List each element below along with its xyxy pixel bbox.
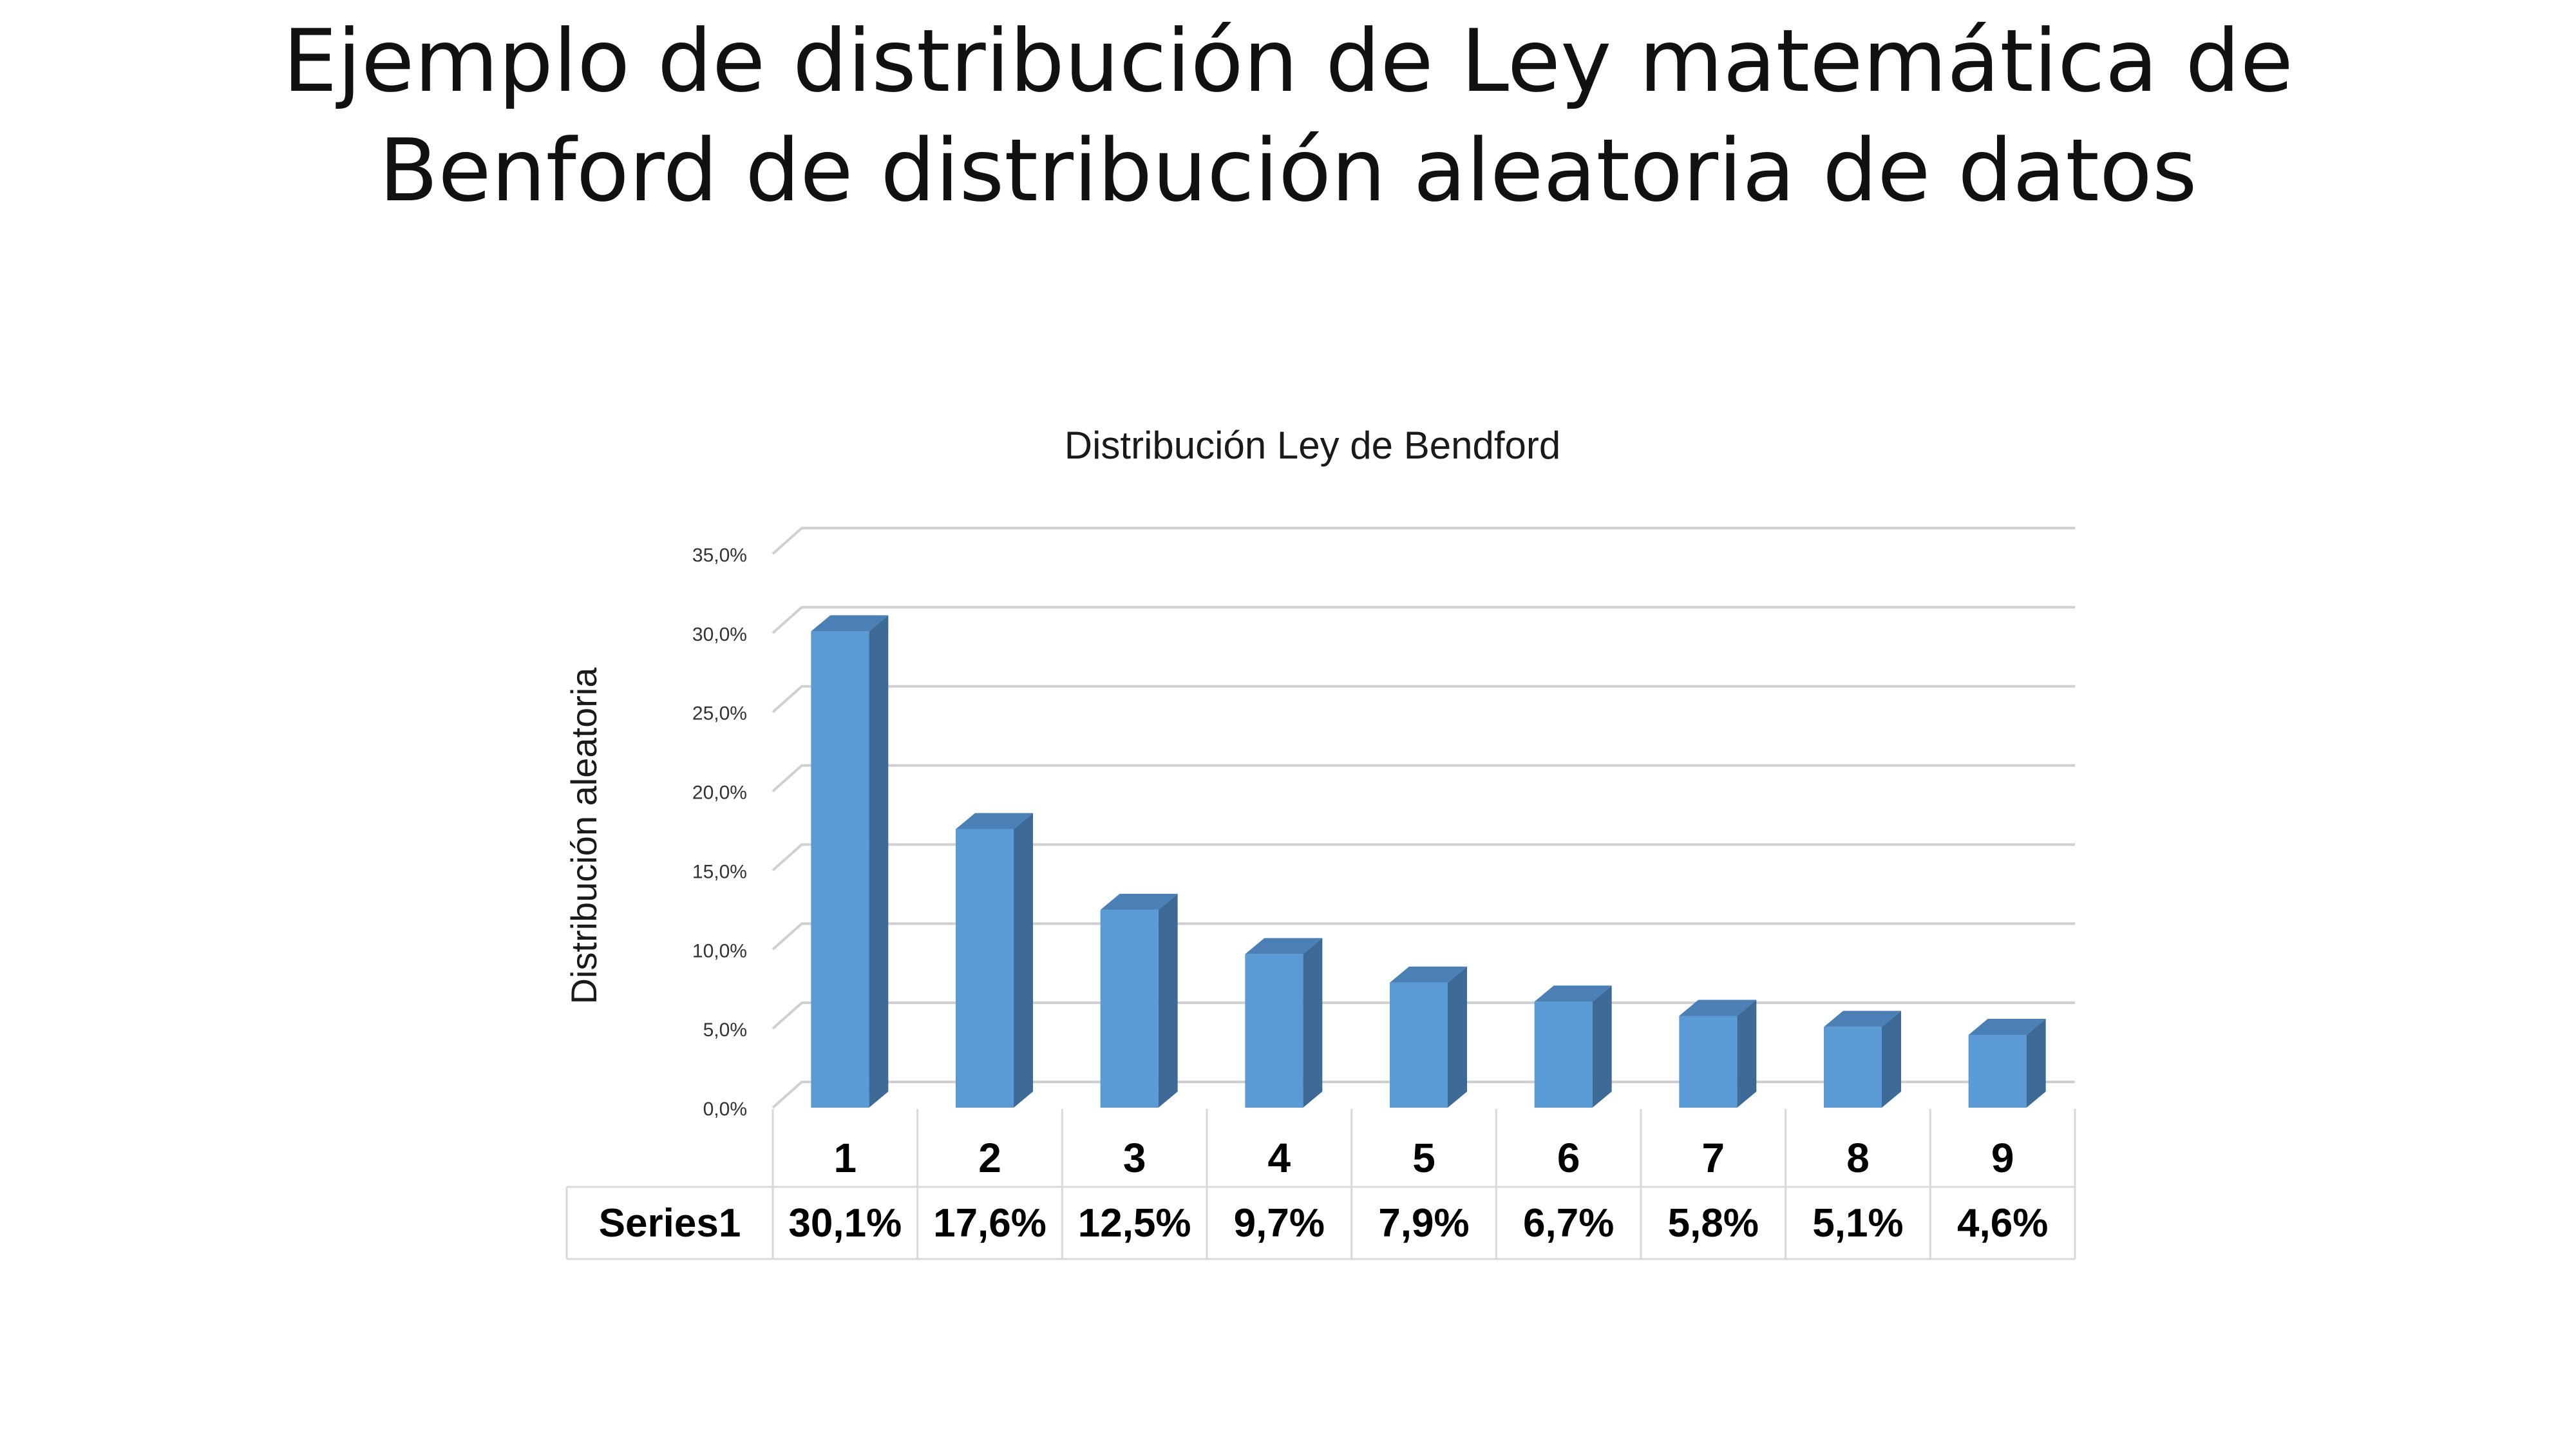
bar-front [1245, 954, 1303, 1108]
bar [956, 813, 1033, 1108]
bar-side [2026, 1018, 2046, 1108]
y-tick-label: 10,0% [692, 940, 747, 961]
y-tick-label: 25,0% [692, 703, 747, 724]
y-tick-label: 30,0% [692, 624, 747, 645]
bar-front [1390, 982, 1448, 1108]
bar-side [1882, 1010, 1901, 1108]
bar [1968, 1018, 2046, 1108]
bar-front [1968, 1034, 2027, 1108]
y-tick-label: 20,0% [692, 782, 747, 804]
x-tick-label: 3 [1123, 1135, 1146, 1181]
bar-front [956, 829, 1014, 1108]
y-axis-label: Distribución aleatoria [564, 667, 604, 1005]
gridline [772, 764, 2075, 793]
gridline [772, 1001, 2075, 1030]
bar-side [1014, 813, 1033, 1108]
bar-front [811, 631, 869, 1108]
x-tick-label: 5 [1412, 1135, 1435, 1181]
bars [811, 615, 2046, 1108]
bar-top [1534, 985, 1612, 1002]
gridline [772, 527, 2075, 555]
bar-side [1158, 893, 1178, 1108]
bar-front [1824, 1027, 1882, 1108]
series-name: Series1 [599, 1201, 741, 1245]
data-label: 17,6% [933, 1201, 1046, 1245]
bar-top [1390, 966, 1467, 983]
bar [1824, 1010, 1901, 1108]
bar [811, 615, 889, 1108]
bar-side [869, 615, 889, 1108]
bar-top [1679, 999, 1757, 1016]
slide-title-line-2: Benford de distribución aleatoria de dat… [379, 120, 2197, 222]
bar [1245, 938, 1323, 1108]
x-tick-label: 6 [1557, 1135, 1580, 1181]
bar-front [1679, 1016, 1738, 1108]
data-label: 9,7% [1234, 1201, 1325, 1245]
bar-top [1824, 1010, 1901, 1027]
bar [1534, 985, 1612, 1108]
slide-title-line-1: Ejemplo de distribución de Ley matemátic… [283, 11, 2293, 111]
bar-side [1592, 985, 1612, 1108]
bar [1100, 893, 1178, 1108]
data-label: 12,5% [1078, 1201, 1191, 1245]
data-label: 5,8% [1668, 1201, 1759, 1245]
chart-title: Distribución Ley de Bendford [1065, 424, 1560, 467]
data-label: 5,1% [1812, 1201, 1903, 1245]
bar-side [1303, 938, 1323, 1108]
data-label: 7,9% [1378, 1201, 1469, 1245]
bar [1679, 999, 1757, 1108]
data-label: 30,1% [788, 1201, 902, 1245]
bar-side [1448, 966, 1467, 1108]
y-tick-label: 0,0% [703, 1099, 747, 1120]
data-label: 4,6% [1957, 1201, 2048, 1245]
data-label: 6,7% [1523, 1201, 1614, 1245]
gridline [772, 843, 2075, 871]
data-table: 1 2 3 4 5 6 7 8 9 Series1 30,1% 17,6% 12,5% 9,7% 7,9% 6… [565, 1109, 2076, 1260]
gridline [772, 685, 2075, 714]
gridlines [772, 527, 2075, 1109]
y-tick-label: 15,0% [692, 861, 747, 882]
bar-front [1534, 1001, 1593, 1108]
bar-top [1968, 1018, 2046, 1035]
x-tick-label: 1 [834, 1135, 857, 1181]
bar-top [1100, 893, 1178, 910]
bar-front [1100, 909, 1159, 1108]
gridline [772, 1081, 2075, 1109]
y-tick-label: 5,0% [703, 1019, 747, 1041]
slide-title: Ejemplo de distribución de Ley matemátic… [0, 6, 2576, 225]
x-tick-label: 7 [1702, 1135, 1725, 1181]
bar-top [956, 813, 1033, 829]
x-tick-label: 2 [978, 1135, 1001, 1181]
bar-top [1245, 938, 1323, 954]
gridline [772, 922, 2075, 951]
bar [1390, 966, 1467, 1108]
y-tick-label: 35,0% [692, 545, 747, 566]
x-tick-label: 8 [1846, 1135, 1870, 1181]
x-tick-label: 9 [1991, 1135, 2014, 1181]
bar-top [811, 615, 889, 632]
bar-side [1737, 999, 1757, 1108]
y-axis-ticks: 0,0% 5,0% 10,0% 15,0% 20,0% 25,0% 30,0% 35,0% [692, 545, 747, 1120]
gridline [772, 605, 2075, 634]
x-tick-label: 4 [1268, 1135, 1291, 1181]
